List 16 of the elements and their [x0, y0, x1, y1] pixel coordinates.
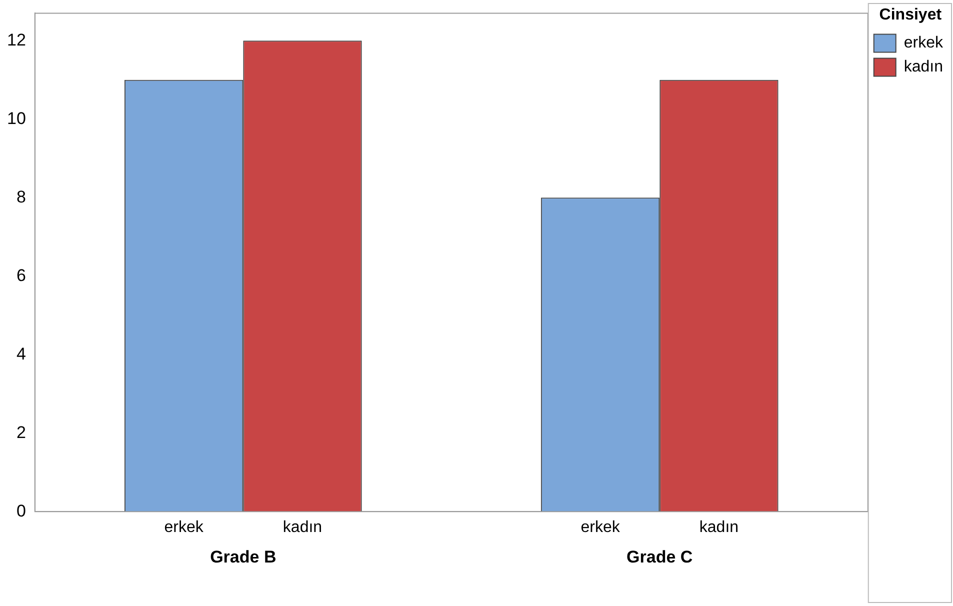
- y-tick-label: 2: [16, 422, 26, 442]
- y-tick-label: 6: [16, 266, 26, 285]
- text: kadın: [282, 519, 322, 536]
- legend-label: kadın: [904, 58, 943, 76]
- text: erkek: [164, 519, 204, 536]
- y-tick-label: 12: [6, 30, 26, 50]
- text: kadın: [699, 519, 739, 536]
- legend-label: erkek: [904, 34, 944, 52]
- y-tick-label: 10: [6, 108, 26, 128]
- x-tick-label: Grade B: [210, 547, 276, 566]
- text: erkek: [580, 519, 620, 536]
- y-tick-label: 0: [16, 501, 26, 520]
- y-tick-label: 8: [16, 187, 26, 206]
- x-tick-label: Grade C: [626, 547, 693, 566]
- y-tick-label: 4: [16, 344, 26, 364]
- legend-title: Cinsiyet: [879, 6, 942, 24]
